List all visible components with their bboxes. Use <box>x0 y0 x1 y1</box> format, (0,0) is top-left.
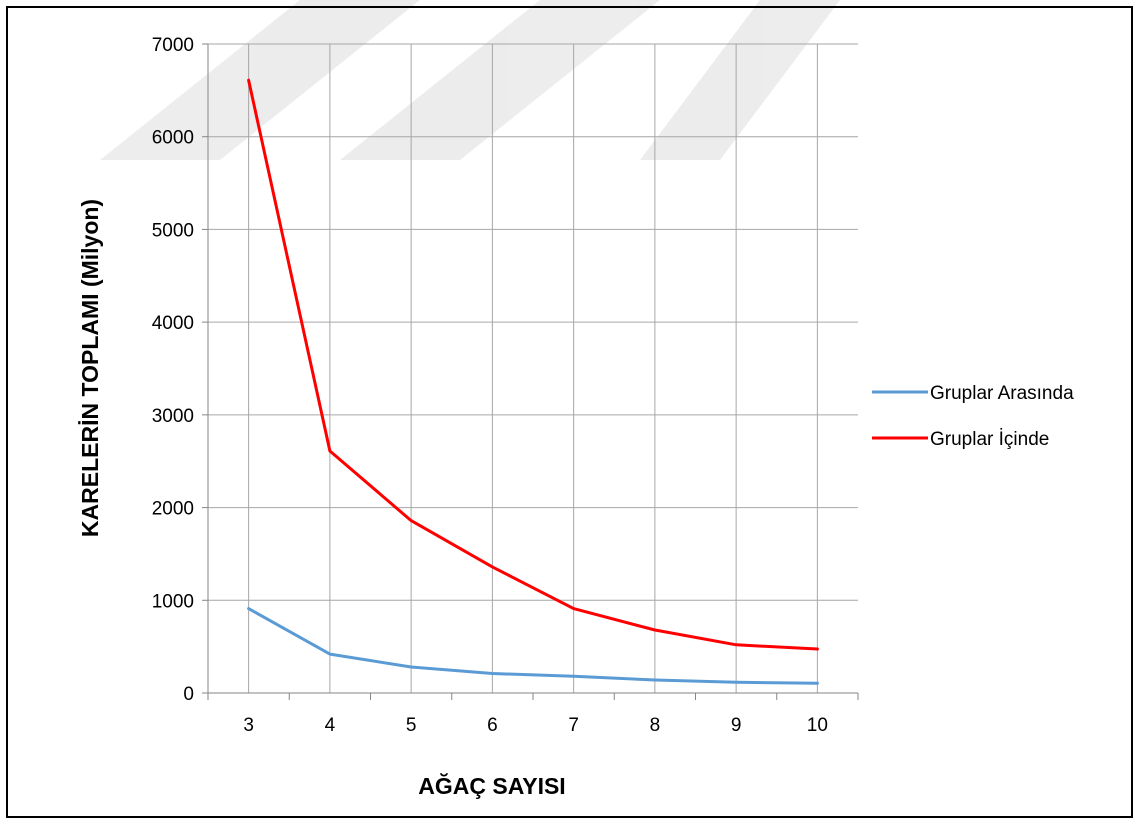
series-line-1 <box>247 607 819 685</box>
y-tick-label: 2000 <box>152 499 194 520</box>
x-tick-label: 5 <box>406 715 417 736</box>
y-tick-label: 0 <box>183 684 194 705</box>
x-tick-label: 7 <box>568 715 579 736</box>
x-tick-label: 9 <box>731 715 742 736</box>
y-tick-label: 3000 <box>152 406 194 427</box>
y-tick-label: 5000 <box>152 220 194 241</box>
y-axis-title: KARELERİN TOPLAMI (Milyon) <box>77 199 103 537</box>
legend-label-1: Gruplar Arasında <box>930 383 1074 404</box>
y-tick-label: 4000 <box>152 313 194 334</box>
y-tick-label: 1000 <box>152 591 194 612</box>
series-lines <box>247 78 819 685</box>
y-tick-label: 7000 <box>152 35 194 56</box>
x-tick-label: 6 <box>487 715 498 736</box>
x-tick-label: 3 <box>243 715 254 736</box>
axes <box>202 43 859 700</box>
x-tick-label: 8 <box>650 715 661 736</box>
y-tick-label: 6000 <box>152 128 194 149</box>
tick-labels: 0 1000 2000 3000 4000 5000 6000 7000 3 4 5 6 7 8 9 10 <box>152 35 828 736</box>
legend: Gruplar Arasında Gruplar İçinde <box>872 383 1074 450</box>
watermark-logo <box>100 0 840 160</box>
x-axis-title: AĞAÇ SAYISI <box>418 772 565 799</box>
legend-label-2: Gruplar İçinde <box>930 429 1049 450</box>
series-line-2 <box>247 78 819 651</box>
grid <box>208 43 858 693</box>
x-tick-label: 4 <box>325 715 336 736</box>
chart-frame <box>6 6 1133 818</box>
x-tick-label: 10 <box>807 715 828 736</box>
